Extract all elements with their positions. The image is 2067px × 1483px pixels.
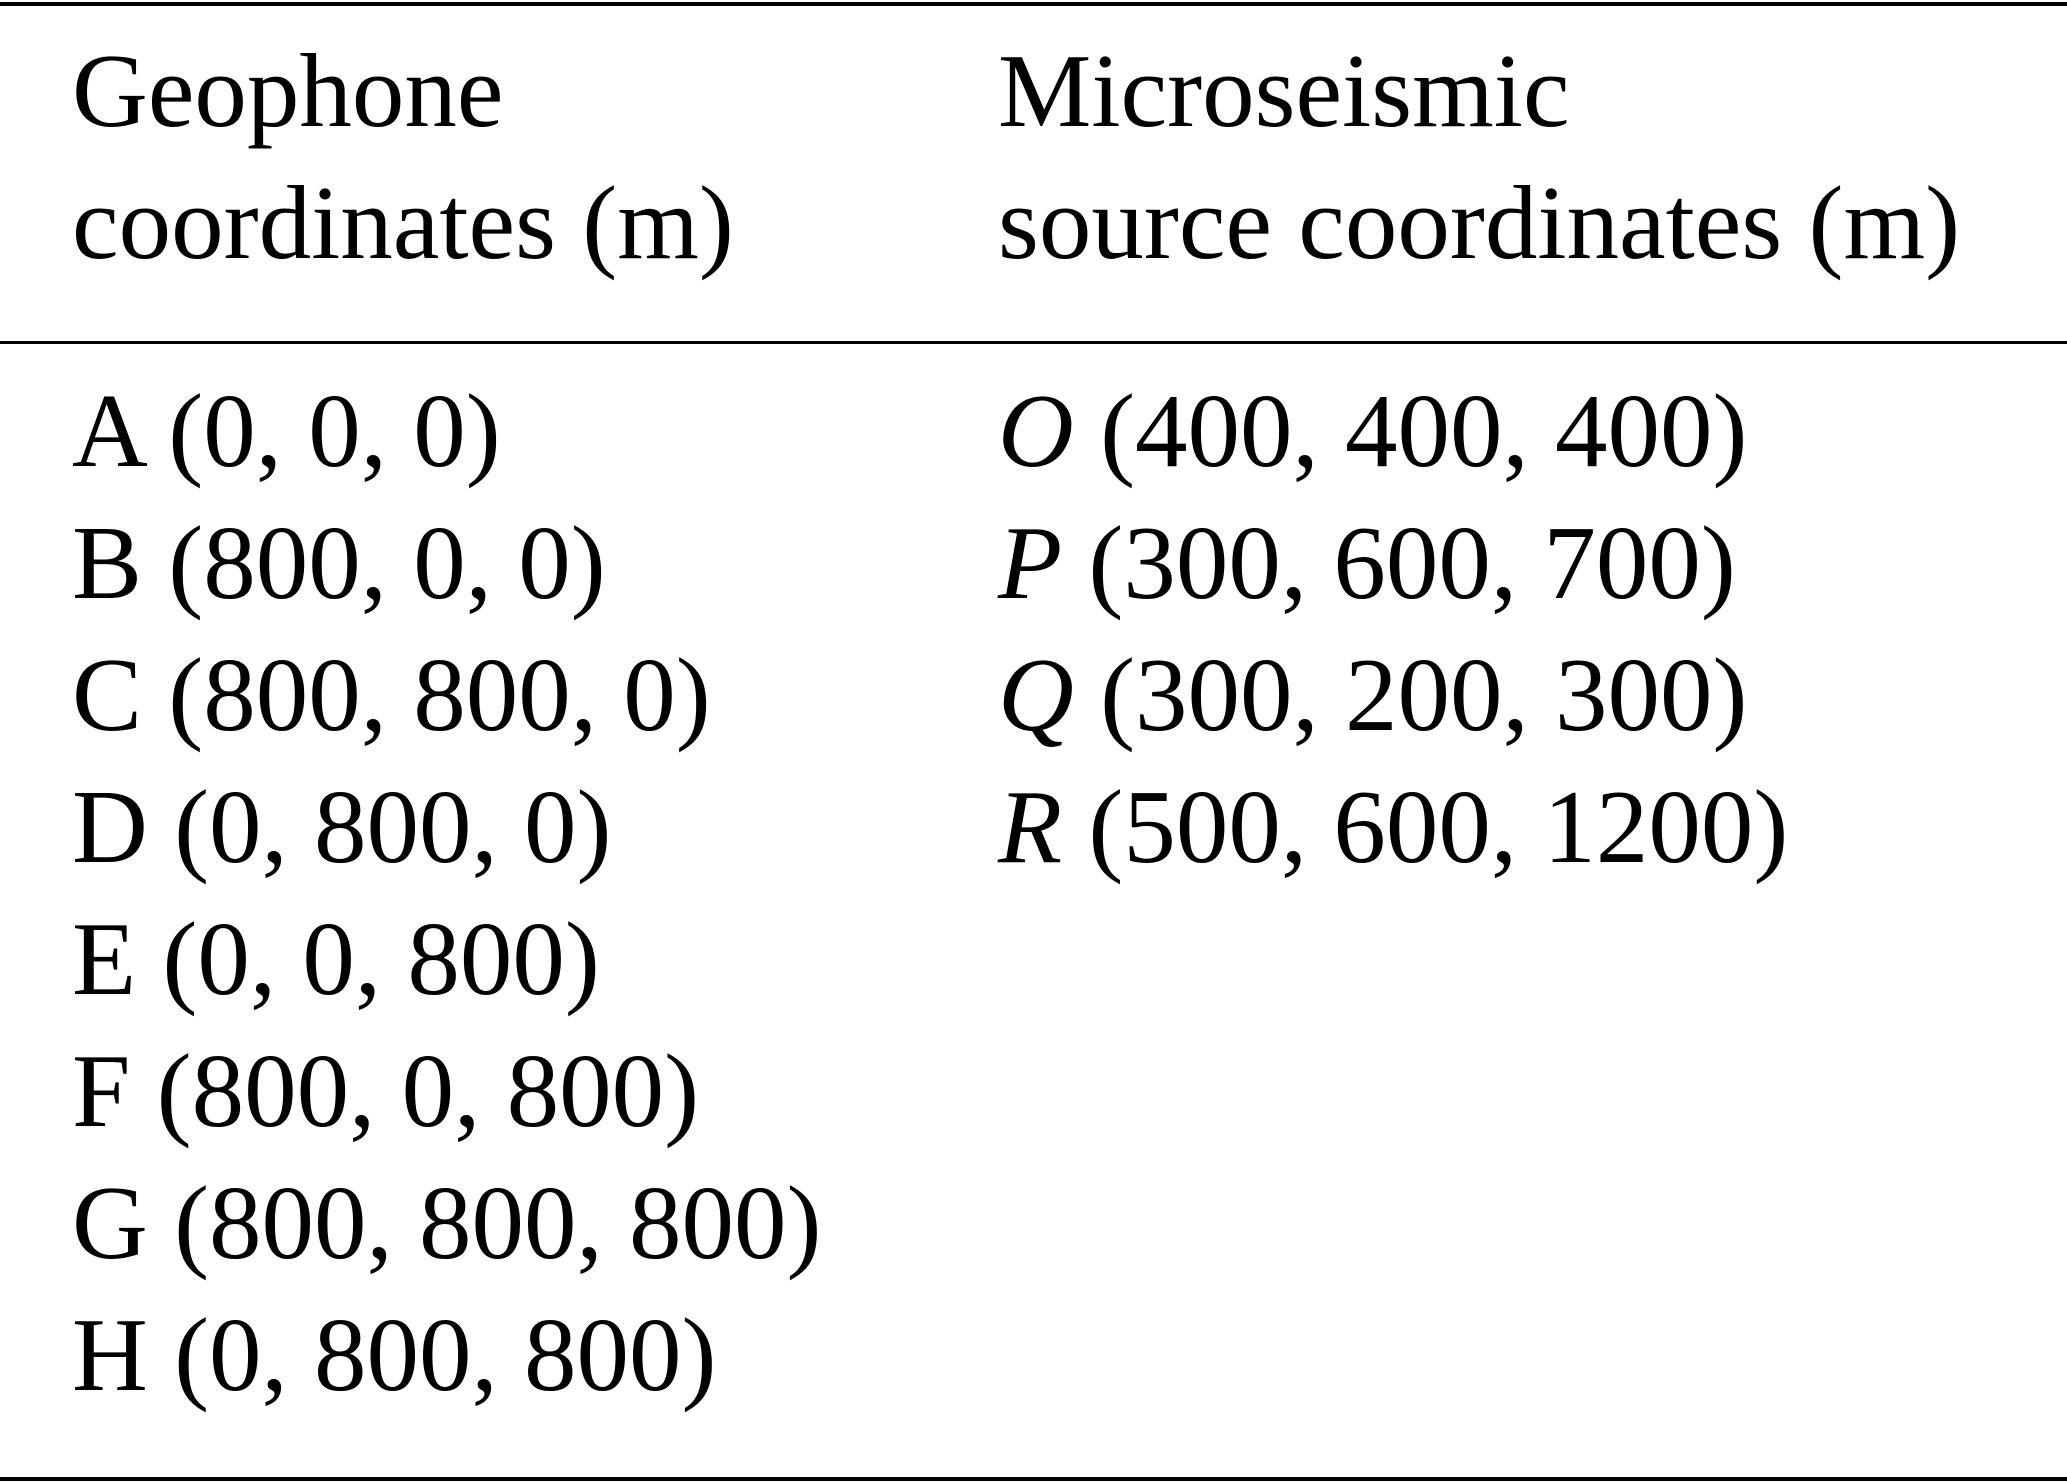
- table-row: G (800, 800, 800): [72, 1164, 822, 1281]
- header-line: coordinates (m): [72, 164, 734, 281]
- table-row: P (300, 600, 700): [998, 504, 1736, 621]
- bottom-rule: [0, 1477, 2067, 1481]
- header-line: Geophone: [72, 32, 504, 149]
- header-geophone: Geophone coordinates (m): [72, 25, 734, 289]
- header-line: source coordinates (m): [998, 164, 1961, 281]
- header-line: Microseismic: [998, 32, 1570, 149]
- top-rule: [0, 2, 2067, 6]
- table-row: F (800, 0, 800): [72, 1032, 700, 1149]
- table-row: R (500, 600, 1200): [998, 768, 1789, 885]
- table-row: Q (300, 200, 300): [998, 636, 1748, 753]
- table-row: A (0, 0, 0): [72, 372, 501, 489]
- table-row: D (0, 800, 0): [72, 768, 612, 885]
- geophone-column: A (0, 0, 0) B (800, 0, 0) C (800, 800, 0…: [72, 365, 822, 1421]
- table-row: B (800, 0, 0): [72, 504, 606, 621]
- table-row: H (0, 800, 800): [72, 1296, 717, 1413]
- table-row: O (400, 400, 400): [998, 372, 1748, 489]
- source-column: O (400, 400, 400) P (300, 600, 700) Q (3…: [998, 365, 1788, 893]
- table-row: C (800, 800, 0): [72, 636, 711, 753]
- header-source: Microseismic source coordinates (m): [998, 25, 1960, 289]
- header-rule: [0, 341, 2067, 344]
- table-row: E (0, 0, 800): [72, 900, 600, 1017]
